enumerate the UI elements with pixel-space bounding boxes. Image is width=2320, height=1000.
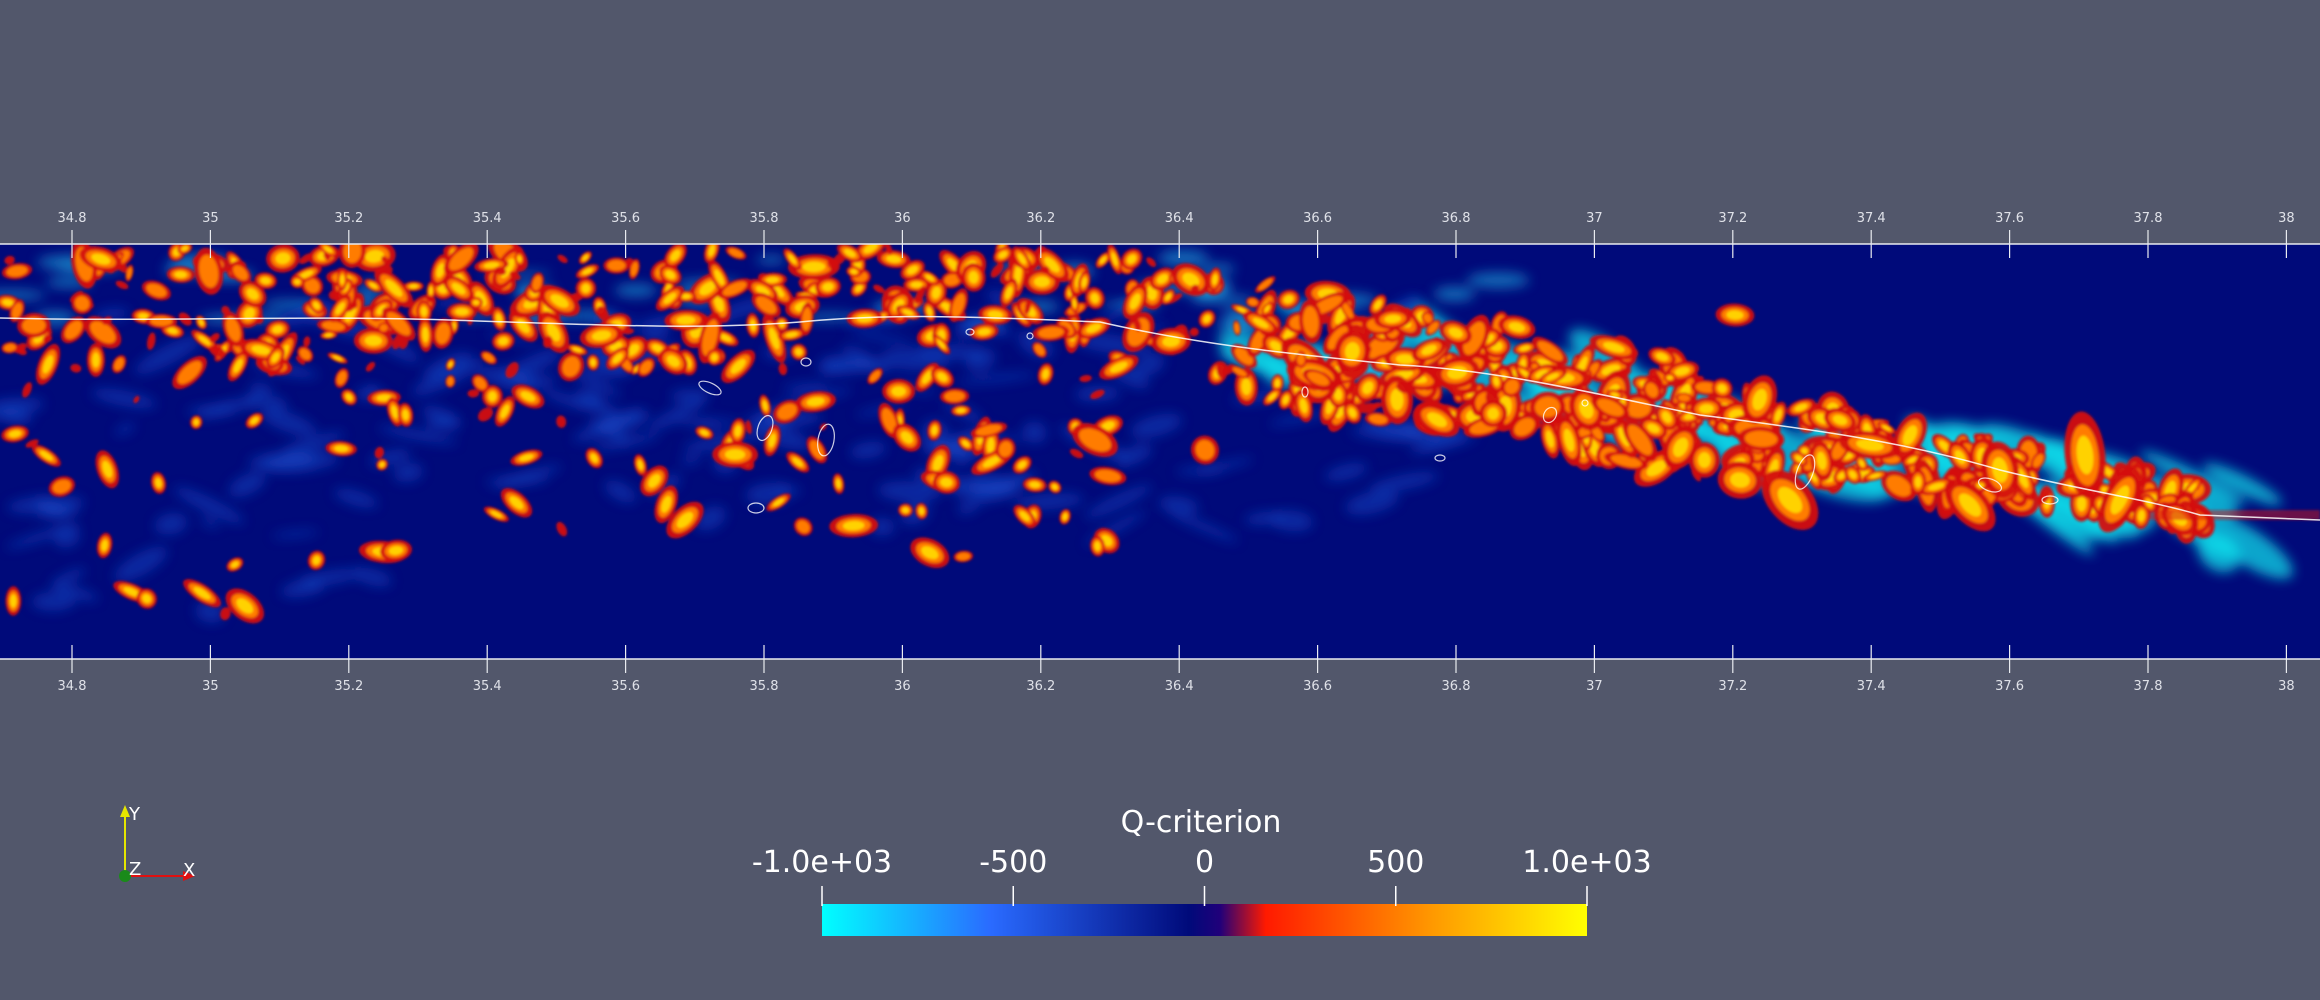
bottom-axis-tick-label: 36.4 [1165, 679, 1194, 694]
colorbar-title: Q-criterion [1121, 805, 1282, 840]
orientation-x-label: X [183, 860, 195, 881]
top-axis-tick-label: 35.2 [334, 211, 363, 226]
top-x-axis: 34.8 35 35.2 35.4 35.6 35.8 36 36.2 36.4 36.6 36.8… [0, 211, 2320, 258]
color-legend[interactable]: Q-criterion -1.0e+03 -500 0 500 1.0e+03 [752, 805, 1652, 936]
top-axis-tick-label: 34.8 [58, 211, 87, 226]
top-axis-tick-label: 35.4 [473, 211, 502, 226]
top-axis-tick-label: 37.8 [2134, 211, 2163, 226]
bottom-axis-tick-label: 35.2 [334, 679, 363, 694]
colorbar-labels: -1.0e+03 -500 0 500 1.0e+03 [752, 845, 1652, 880]
top-axis-tick-label: 37 [1586, 211, 1603, 226]
bottom-axis-tick-label: 36.6 [1303, 679, 1332, 694]
colorbar-label: -1.0e+03 [752, 845, 892, 880]
bottom-axis-tick-label: 37.2 [1718, 679, 1747, 694]
colorbar-label: 500 [1367, 845, 1424, 880]
bottom-axis-tick-label: 35.6 [611, 679, 640, 694]
colorbar-ticks [821, 886, 1588, 906]
bottom-axis-tick-label: 34.8 [58, 679, 87, 694]
q-criterion-field [0, 244, 2320, 659]
top-axis-tick-label: 36.8 [1442, 211, 1471, 226]
bottom-axis-tick-label: 37.4 [1857, 679, 1886, 694]
bottom-axis-tick-label: 35.8 [750, 679, 779, 694]
top-axis-tick-label: 38 [2278, 211, 2295, 226]
colorbar-label: 0 [1195, 845, 1214, 880]
bottom-x-axis: 34.8 35 35.2 35.4 35.6 35.8 36 36.2 36.4 36.6 36.8… [0, 645, 2320, 694]
interface-contour-line [0, 315, 2320, 521]
bottom-axis-tick-label: 37.8 [2134, 679, 2163, 694]
orientation-z-label: Z [129, 859, 141, 880]
bottom-axis-tick-label: 35 [202, 679, 219, 694]
orientation-y-label: Y [128, 804, 141, 825]
colorbar-gradient [822, 904, 1587, 936]
bottom-axis-tick-label: 36.8 [1442, 679, 1471, 694]
bottom-axis-tick-label: 37 [1586, 679, 1603, 694]
vortex-contours [698, 328, 2059, 514]
top-axis-tick-label: 36 [894, 211, 911, 226]
top-axis-tick-label: 35 [202, 211, 219, 226]
z-axis-dot-icon [119, 870, 131, 882]
x-arrow-icon [183, 871, 195, 881]
orientation-axes-widget: Y Z X [119, 804, 195, 882]
top-axis-tick-label: 36.4 [1165, 211, 1194, 226]
bottom-axis-tick-label: 38 [2278, 679, 2295, 694]
top-axis-tick-label: 37.6 [1995, 211, 2024, 226]
colorbar-label: -500 [979, 845, 1047, 880]
top-axis-tick-label: 37.4 [1857, 211, 1886, 226]
top-axis-tick-label: 37.2 [1718, 211, 1747, 226]
bottom-axis-tick-label: 36 [894, 679, 911, 694]
bottom-axis-tick-label: 35.4 [473, 679, 502, 694]
colorbar-label: 1.0e+03 [1522, 845, 1651, 880]
top-axis-tick-label: 35.8 [750, 211, 779, 226]
top-axis-tick-label: 35.6 [611, 211, 640, 226]
y-arrow-icon [120, 805, 130, 817]
top-axis-tick-label: 36.2 [1026, 211, 1055, 226]
bottom-axis-tick-label: 37.6 [1995, 679, 2024, 694]
bottom-axis-tick-label: 36.2 [1026, 679, 1055, 694]
top-axis-tick-label: 36.6 [1303, 211, 1332, 226]
